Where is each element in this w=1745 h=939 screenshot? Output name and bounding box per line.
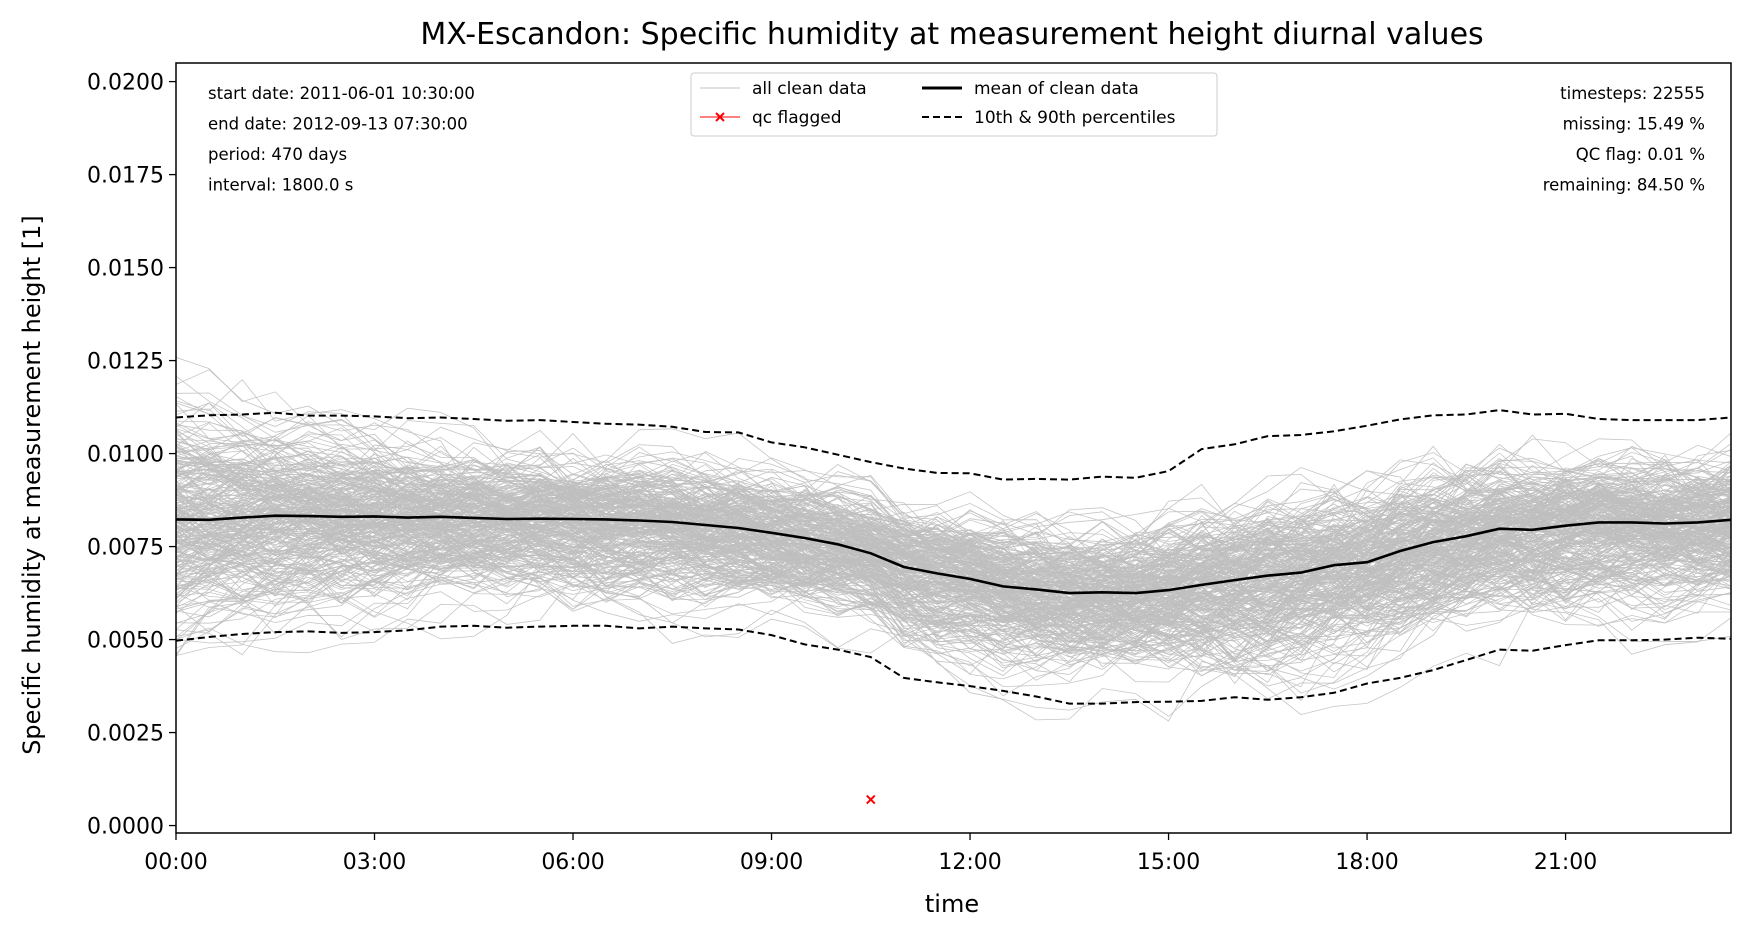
clean-data-trace	[176, 396, 1731, 649]
x-axis: 00:00 03:00 06:00 09:00 12:00 15:00 18:00 21:00	[144, 833, 1597, 875]
clean-data-trace	[176, 466, 1731, 606]
legend-frame	[690, 72, 1218, 137]
y-axis-label: Specific humidity at measurement height …	[18, 215, 46, 755]
stats-right-box: timesteps: 22555 missing: 15.49 % QC flag:…	[1543, 84, 1705, 195]
y-tick-label: 0.0100	[87, 443, 164, 468]
y-tick-label: 0.0200	[87, 71, 164, 96]
stats-left-line: start date: 2011-06-01 10:30:00	[208, 84, 475, 103]
legend-label: qc flagged	[752, 108, 842, 128]
x-tick-label: 15:00	[1137, 850, 1200, 875]
clean-data-trace	[176, 489, 1731, 588]
clean-data-trace	[176, 477, 1731, 700]
clean-data-trace	[176, 470, 1731, 617]
y-tick-label: 0.0025	[87, 722, 164, 747]
x-axis-label: time	[925, 890, 979, 918]
clean-data-trace	[176, 473, 1731, 614]
clean-data-trace	[176, 489, 1731, 648]
y-tick-label: 0.0075	[87, 536, 164, 561]
clean-data-trace	[176, 520, 1731, 643]
clean-data-trace	[176, 470, 1731, 549]
x-tick-label: 00:00	[144, 850, 207, 875]
stats-left-line: end date: 2012-09-13 07:30:00	[208, 115, 468, 134]
clean-data-trace	[176, 440, 1731, 647]
clean-data-trace	[176, 480, 1731, 655]
stats-right-line: remaining: 84.50 %	[1543, 176, 1705, 195]
stats-right-line: missing: 15.49 %	[1563, 115, 1705, 134]
percentile-90-line	[175, 409, 1732, 481]
clean-data-trace	[176, 432, 1731, 593]
x-tick-label: 03:00	[343, 850, 406, 875]
clean-data-trace	[176, 465, 1731, 652]
plot-area	[175, 62, 1732, 834]
clean-data-trace	[176, 469, 1731, 637]
clean-data-trace	[176, 465, 1731, 640]
clean-data-trace	[176, 457, 1731, 627]
stats-right-line: timesteps: 22555	[1560, 84, 1705, 103]
clean-data-trace	[176, 458, 1731, 609]
mean-line	[175, 514, 1732, 595]
legend-label: 10th & 90th percentiles	[974, 108, 1176, 128]
clean-data-trace	[176, 465, 1731, 597]
stats-right-line: QC flag: 0.01 %	[1576, 145, 1705, 164]
clean-data-trace	[176, 471, 1731, 601]
clean-data-traces	[176, 357, 1731, 722]
clean-data-trace	[176, 422, 1731, 636]
x-tick-label: 21:00	[1534, 850, 1597, 875]
stats-left-box: start date: 2011-06-01 10:30:00 end date:…	[208, 84, 475, 195]
clean-data-trace	[176, 467, 1731, 632]
qc-flagged-point	[866, 794, 876, 805]
x-tick-label: 06:00	[541, 850, 604, 875]
clean-data-trace	[176, 485, 1731, 647]
y-tick-label: 0.0125	[87, 350, 164, 375]
clean-data-trace	[176, 511, 1731, 658]
clean-data-trace	[176, 459, 1731, 646]
x-tick-label: 12:00	[938, 850, 1001, 875]
clean-data-trace	[176, 357, 1731, 663]
clean-data-trace	[176, 466, 1731, 612]
clean-data-trace	[176, 403, 1731, 676]
y-tick-label: 0.0150	[87, 257, 164, 282]
y-tick-label: 0.0175	[87, 164, 164, 189]
clean-data-trace	[176, 447, 1731, 597]
stats-left-line: interval: 1800.0 s	[208, 176, 353, 195]
clean-data-trace	[176, 466, 1731, 673]
clean-data-trace	[176, 452, 1731, 659]
x-tick-label: 09:00	[740, 850, 803, 875]
legend-label: mean of clean data	[974, 79, 1139, 99]
clean-data-trace	[176, 402, 1731, 677]
clean-data-trace	[176, 485, 1731, 657]
clean-data-trace	[176, 453, 1731, 561]
clean-data-trace	[176, 518, 1731, 675]
y-tick-label: 0.0050	[87, 629, 164, 654]
legend: all clean data qc flagged mean of clean da…	[690, 72, 1218, 137]
stats-left-line: period: 470 days	[208, 145, 347, 164]
clean-data-trace	[176, 475, 1731, 666]
percentile-10-line	[175, 624, 1732, 705]
legend-label: all clean data	[752, 79, 867, 99]
clean-data-trace	[176, 490, 1731, 579]
clean-data-trace	[176, 482, 1731, 627]
clean-data-trace	[176, 424, 1731, 651]
chart-title: MX-Escandon: Specific humidity at measur…	[420, 17, 1483, 52]
clean-data-trace	[176, 464, 1731, 669]
clean-data-trace	[176, 508, 1731, 583]
legend-swatch-qc-marker	[715, 112, 725, 122]
clean-data-trace	[176, 504, 1731, 683]
y-axis: 0.0000 0.0025 0.0050 0.0075 0.0100 0.0125 0.01…	[87, 71, 176, 840]
clean-data-trace	[176, 495, 1731, 683]
clean-data-trace	[176, 447, 1731, 623]
clean-data-trace	[176, 475, 1731, 607]
clean-data-trace	[176, 431, 1731, 572]
clean-data-trace	[176, 508, 1731, 608]
clean-data-trace	[176, 421, 1731, 627]
x-tick-label: 18:00	[1335, 850, 1398, 875]
y-tick-label: 0.0000	[87, 815, 164, 840]
plot-frame	[175, 62, 1732, 834]
clean-data-trace	[176, 532, 1731, 637]
clean-data-trace	[176, 488, 1731, 601]
